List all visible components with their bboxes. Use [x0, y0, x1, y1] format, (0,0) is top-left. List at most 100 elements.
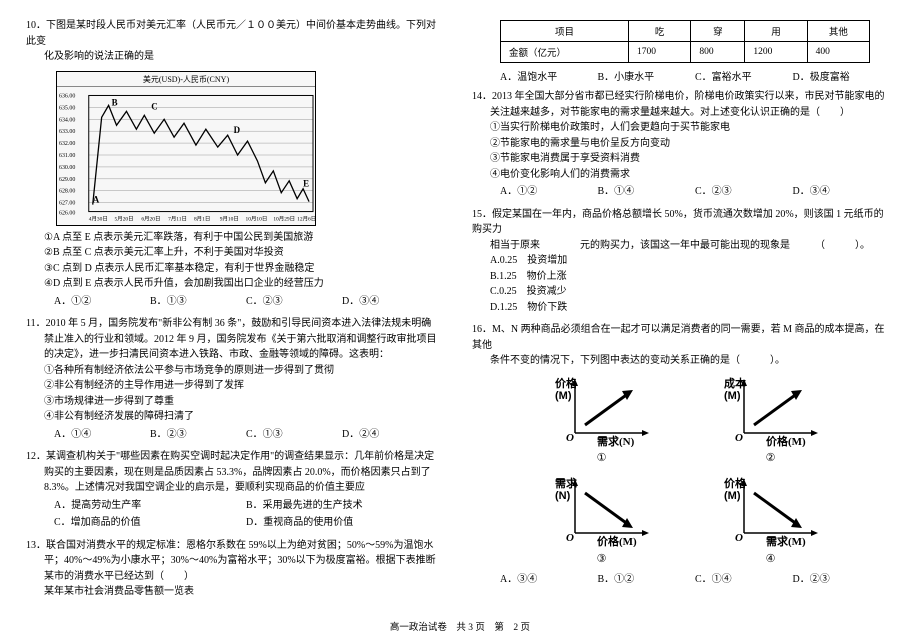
q11-opt-c: C．①③ [246, 427, 342, 443]
svg-text:9月10日: 9月10日 [220, 215, 239, 222]
svg-text:(M): (M) [724, 490, 741, 502]
q14: 14．2013 年全国大部分省市都已经实行阶梯电价，阶梯电价政策实行以来，市民对… [472, 89, 890, 200]
q14-s4: ④电价变化影响人们的消费需求 [472, 167, 890, 183]
svg-text:需求(N): 需求(N) [597, 434, 635, 447]
q12-l3: 8.3%。上述情况对我国空调企业的启示是，要顺利实现商品的价值主要应 [26, 480, 438, 496]
q13-table: 项目 吃 穿 用 其他 金额（亿元） 1700 800 1200 400 [500, 20, 870, 63]
chart4-svg: 价格 (M) O 需求(M) [716, 475, 826, 547]
q11-l3: 的决定》，进一步扫清民间资本进入铁路、市政、金融等领域的障碍。这表明： [26, 347, 438, 363]
q16-chart-3: 需求 (N) O 价格(M) ③ [532, 475, 671, 568]
q11-options: A．①④ B．②③ C．①③ D．②④ [26, 427, 438, 443]
q14-opt-c: C．②③ [695, 184, 793, 200]
q10-opt-b: B．①③ [150, 294, 246, 310]
svg-text:631.00: 631.00 [59, 153, 75, 159]
svg-text:O: O [735, 532, 743, 544]
q15-o4: D.1.25 物价下跌 [472, 300, 890, 316]
svg-text:12月6日: 12月6日 [297, 215, 315, 222]
q12-l1: 12．某调查机构关于"哪些因素在购买空调时起决定作用"的调查结果显示：几年前价格… [26, 449, 438, 465]
q15-o1: A.0.25 投资增加 [472, 253, 890, 269]
q11-opt-d: D．②④ [342, 427, 438, 443]
svg-text:5月20日: 5月20日 [115, 215, 134, 222]
chart3-svg: 需求 (N) O 价格(M) [547, 475, 657, 547]
q12-opts1: A．提高劳动生产率 B．采用最先进的生产技术 [26, 498, 438, 514]
q16-opt-d: D．②③ [793, 572, 891, 588]
q16-opt-a: A．③④ [500, 572, 598, 588]
q10-chart: 美元(USD)-人民币(CNY) 636.00635.00634.00 633.… [56, 71, 316, 226]
svg-text:(M): (M) [724, 390, 741, 402]
q10-s1: ①A 点至 E 点表示美元汇率跌落，有利于中国公民到美国旅游 [26, 230, 438, 246]
q16-chart-2: 成本 (M) O 价格(M) ② [701, 375, 840, 468]
q14-opt-d: D．③④ [793, 184, 891, 200]
th-0: 项目 [501, 21, 629, 42]
q10-stem-1: 10．下图是某时段人民币对美元汇率（人民币元／１００美元）中间价基本走势曲线。下… [26, 18, 438, 49]
q11-l1: 11．2010 年 5 月，国务院发布"新非公有制 36 条"，鼓励和引导民间资… [26, 316, 438, 332]
q10-chart-title: 美元(USD)-人民币(CNY) [57, 72, 315, 87]
q10: 10．下图是某时段人民币对美元汇率（人民币元／１００美元）中间价基本走势曲线。下… [26, 18, 438, 309]
q13-l1: 13．联合国对消费水平的规定标准：恩格尔系数在 59%以上为绝对贫困；50%～5… [26, 538, 438, 554]
q14-opt-a: A．①② [500, 184, 598, 200]
q12-opts2: C．增加商品的价值 D．重视商品的使用价值 [26, 515, 438, 531]
q12-l2: 购买的主要因素，现在则是品质因素占 53.3%，品牌因素占 20.0%，而价格因… [26, 465, 438, 481]
svg-text:633.00: 633.00 [59, 129, 75, 135]
svg-text:价格(M): 价格(M) [766, 434, 806, 447]
q10-s2: ②B 点至 C 点表示美元汇率上升，不利于美国对华投资 [26, 245, 438, 261]
q13-l4: 某年某市社会消费品零售额一览表 [26, 584, 438, 600]
q15: 15．假定某国在一年内，商品价格总额增长 50%，货币流通次数增加 20%，则该… [472, 207, 890, 316]
q11-s4: ④非公有制经济发展的障碍扫清了 [26, 409, 438, 425]
q13: 13．联合国对消费水平的规定标准：恩格尔系数在 59%以上为绝对贫困；50%～5… [26, 538, 438, 600]
chart3-num: ③ [532, 551, 671, 568]
left-column: 10．下图是某时段人民币对美元汇率（人民币元／１００美元）中间价基本走势曲线。下… [0, 0, 460, 637]
q10-s3: ③C 点到 D 点表示人民币汇率基本稳定，有利于世界金融稳定 [26, 261, 438, 277]
svg-text:628.00: 628.00 [59, 189, 75, 195]
q10-opt-d: D．③④ [342, 294, 438, 310]
svg-text:10月29日: 10月29日 [273, 215, 295, 222]
svg-text:C: C [151, 101, 157, 111]
q13-opt-c: C．富裕水平 [695, 68, 793, 83]
q16-charts: 价格 (M) O 需求(N) ① 成本 (M) [472, 375, 890, 568]
q15-o3: C.0.25 投资减少 [472, 284, 890, 300]
svg-text:10月10日: 10月10日 [246, 215, 268, 222]
q16-chart-4: 价格 (M) O 需求(M) ④ [701, 475, 840, 568]
table-row: 金额（亿元） 1700 800 1200 400 [501, 42, 870, 63]
svg-text:627.00: 627.00 [59, 201, 75, 207]
chart1-svg: 价格 (M) O 需求(N) [547, 375, 657, 447]
q15-o2: B.1.25 物价上涨 [472, 269, 890, 285]
q13-l2: 平；40%～49%为小康水平；30%～40%为富裕水平；30%以下为极度富裕。根… [26, 553, 438, 569]
td-4: 400 [807, 42, 869, 63]
q12-opt-b: B．采用最先进的生产技术 [246, 498, 438, 514]
q11-opt-a: A．①④ [54, 427, 150, 443]
q15-l1: 15．假定某国在一年内，商品价格总额增长 50%，货币流通次数增加 20%，则该… [472, 207, 890, 238]
chart1-num: ① [532, 450, 671, 467]
q11-s3: ③市场规律进一步得到了尊重 [26, 394, 438, 410]
td-3: 1200 [745, 42, 807, 63]
q10-options: A．①② B．①③ C．②③ D．③④ [26, 294, 438, 310]
svg-text:630.00: 630.00 [59, 165, 75, 171]
q13-options: A．温饱水平 B．小康水平 C．富裕水平 D．极度富裕 [472, 68, 890, 83]
q14-s1: ①当实行阶梯电价政策时，人们会更趋向于买节能家电 [472, 120, 890, 136]
q11-s1: ①各种所有制经济依法公平参与市场竞争的原则进一步得到了贯彻 [26, 363, 438, 379]
svg-text:A: A [93, 195, 100, 205]
q15-l2: 相当于原来 元的购买力，该国这一年中最可能出现的现象是 （ ）。 [472, 238, 890, 254]
q12-opt-a: A．提高劳动生产率 [54, 498, 246, 514]
q16-opt-b: B．①② [598, 572, 696, 588]
q13-opt-d: D．极度富裕 [793, 68, 891, 83]
th-1: 吃 [629, 21, 691, 42]
th-3: 用 [745, 21, 807, 42]
q14-s3: ③节能家电消费属于享受资料消费 [472, 151, 890, 167]
q12: 12．某调查机构关于"哪些因素在购买空调时起决定作用"的调查结果显示：几年前价格… [26, 449, 438, 531]
svg-text:O: O [735, 432, 743, 444]
q14-opt-b: B．①④ [598, 184, 696, 200]
svg-text:632.00: 632.00 [59, 141, 75, 147]
right-column: 项目 吃 穿 用 其他 金额（亿元） 1700 800 1200 400 A．温… [460, 0, 920, 637]
svg-text:O: O [566, 432, 574, 444]
td-2: 800 [691, 42, 745, 63]
svg-text:4月30日: 4月30日 [89, 215, 108, 222]
chart2-svg: 成本 (M) O 价格(M) [716, 375, 826, 447]
q10-stem-2: 化及影响的说法正确的是 [26, 49, 438, 65]
table-row: 项目 吃 穿 用 其他 [501, 21, 870, 42]
svg-text:价格(M): 价格(M) [597, 534, 637, 547]
q12-opt-d: D．重视商品的使用价值 [246, 515, 438, 531]
svg-text:7月11日: 7月11日 [168, 215, 187, 222]
q11-l2: 禁止准入的行业和领域。2012 年 9 月，国务院发布《关于第六批取消和调整行政… [26, 332, 438, 348]
svg-text:636.00: 636.00 [59, 93, 75, 99]
